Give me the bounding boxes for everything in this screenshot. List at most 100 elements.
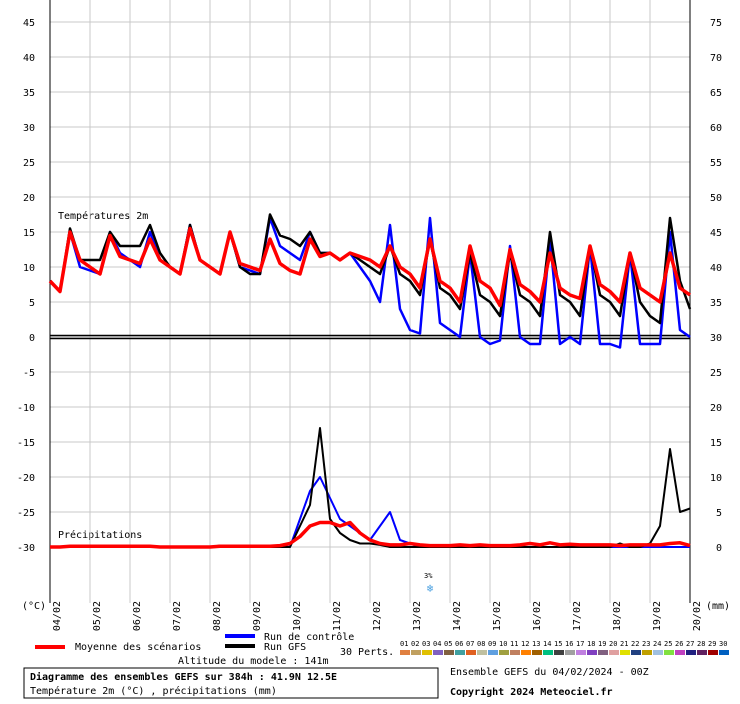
- member-swatch: [488, 650, 498, 655]
- member-label: 30: [719, 640, 727, 648]
- member-swatch: [719, 650, 729, 655]
- x-tick-label: 08/02: [212, 601, 223, 631]
- member-label: 05: [444, 640, 452, 648]
- legend-label: Moyenne des scénarios: [75, 641, 201, 653]
- y2-tick-label: 20: [710, 403, 722, 414]
- member-swatch: [653, 650, 663, 655]
- x-tick-label: 06/02: [132, 601, 143, 631]
- member-label: 04: [433, 640, 441, 648]
- member-swatch: [609, 650, 619, 655]
- y2-tick-label: 30: [710, 333, 722, 344]
- y-unit: (°C): [22, 601, 46, 612]
- y-tick-label: 15: [23, 228, 35, 239]
- member-label: 26: [675, 640, 683, 648]
- x-tick-label: 19/02: [652, 601, 663, 631]
- x-tick-label: 20/02: [692, 601, 703, 631]
- member-label: 07: [466, 640, 474, 648]
- y2-tick-label: 35: [710, 298, 722, 309]
- altitude: Altitude du modele : 141m: [178, 656, 329, 667]
- legend-label: Run de contrôle: [264, 631, 354, 643]
- y-tick-label: -10: [17, 403, 35, 414]
- member-label: 17: [576, 640, 584, 648]
- y2-tick-label: 75: [710, 18, 722, 29]
- copyright: Copyright 2024 Meteociel.fr: [450, 686, 613, 698]
- member-label: 03: [422, 640, 430, 648]
- member-swatch: [422, 650, 432, 655]
- member-label: 08: [477, 640, 485, 648]
- y2-tick-label: 15: [710, 438, 722, 449]
- member-label: 12: [521, 640, 529, 648]
- x-tick-label: 18/02: [612, 601, 623, 631]
- member-swatch: [587, 650, 597, 655]
- member-label: 20: [609, 640, 617, 648]
- y2-tick-label: 55: [710, 158, 722, 169]
- series-line: [49, 213, 692, 325]
- y-tick-label: -25: [17, 508, 35, 519]
- y-tick-label: -5: [23, 368, 35, 379]
- y-tick-label: 45: [23, 18, 35, 29]
- member-label: 14: [543, 640, 551, 648]
- series-line: [48, 226, 692, 308]
- member-swatch: [675, 650, 685, 655]
- member-label: 01: [400, 640, 408, 648]
- x-tick-label: 12/02: [372, 601, 383, 631]
- member-label: 23: [642, 640, 650, 648]
- y-tick-label: -30: [17, 543, 35, 554]
- series-line: [50, 520, 691, 549]
- member-swatch: [499, 650, 509, 655]
- member-swatch: [708, 650, 718, 655]
- y-tick-label: 10: [23, 263, 35, 274]
- member-label: 16: [565, 640, 573, 648]
- member-swatch: [521, 650, 531, 655]
- run-info: Ensemble GEFS du 04/02/2024 - 00Z: [450, 667, 649, 678]
- x-tick-label: 14/02: [452, 601, 463, 631]
- member-swatch: [664, 650, 674, 655]
- y-tick-label: 30: [23, 123, 35, 134]
- member-label: 21: [620, 640, 628, 648]
- y2-tick-label: 5: [716, 508, 722, 519]
- member-swatch: [433, 650, 443, 655]
- member-label: 06: [455, 640, 463, 648]
- footer-title: Diagramme des ensembles GEFS sur 384h : …: [30, 671, 337, 683]
- footer-subtitle: Température 2m (°C) , précipitations (mm…: [30, 685, 277, 697]
- member-swatch: [532, 650, 542, 655]
- snow-icon: ❄: [427, 582, 434, 595]
- temp-label: Températures 2m: [58, 210, 148, 222]
- member-swatch: [466, 650, 476, 655]
- y2-tick-label: 40: [710, 263, 722, 274]
- member-swatch: [444, 650, 454, 655]
- member-label: 10: [499, 640, 507, 648]
- x-tick-label: 07/02: [172, 601, 183, 631]
- y2-tick-label: 60: [710, 123, 722, 134]
- member-label: 19: [598, 640, 606, 648]
- member-swatch: [620, 650, 630, 655]
- y2-tick-label: 0: [716, 543, 722, 554]
- member-label: 29: [708, 640, 716, 648]
- member-swatch: [554, 650, 564, 655]
- member-swatch: [631, 650, 641, 655]
- member-swatch: [598, 650, 608, 655]
- x-tick-label: 17/02: [572, 601, 583, 631]
- member-swatch: [510, 650, 520, 655]
- y-tick-label: 0: [29, 333, 35, 344]
- footer-box: [23, 667, 439, 699]
- member-swatch: [543, 650, 553, 655]
- x-tick-label: 11/02: [332, 601, 343, 631]
- y-tick-label: -20: [17, 473, 35, 484]
- y-tick-label: -15: [17, 438, 35, 449]
- y2-tick-label: 25: [710, 368, 722, 379]
- precip-label: Précipitations: [58, 529, 142, 541]
- member-label: 28: [697, 640, 705, 648]
- snow-label: 3%: [424, 572, 433, 580]
- member-swatch: [686, 650, 696, 655]
- y2-unit: (mm): [706, 601, 730, 612]
- member-swatch: [576, 650, 586, 655]
- x-tick-label: 15/02: [492, 601, 503, 631]
- perts: 30 Perts.: [340, 647, 394, 658]
- member-label: 02: [411, 640, 419, 648]
- member-swatch: [400, 650, 410, 655]
- y-tick-label: 35: [23, 88, 35, 99]
- member-label: 27: [686, 640, 694, 648]
- member-label: 15: [554, 640, 562, 648]
